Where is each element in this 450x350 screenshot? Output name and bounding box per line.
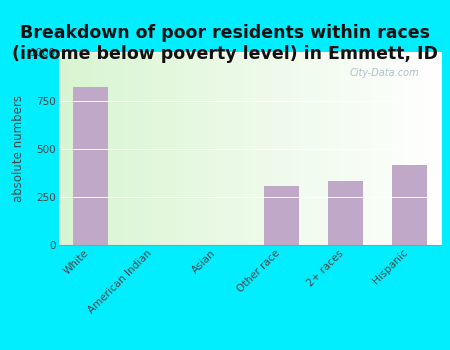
Text: Breakdown of poor residents within races
(income below poverty level) in Emmett,: Breakdown of poor residents within races… [12,25,438,63]
Bar [328,181,363,245]
Bar [264,186,299,245]
Bar [392,165,427,245]
Text: City-Data.com: City-Data.com [349,68,419,78]
Bar [73,87,108,245]
Y-axis label: absolute numbers: absolute numbers [13,95,26,202]
